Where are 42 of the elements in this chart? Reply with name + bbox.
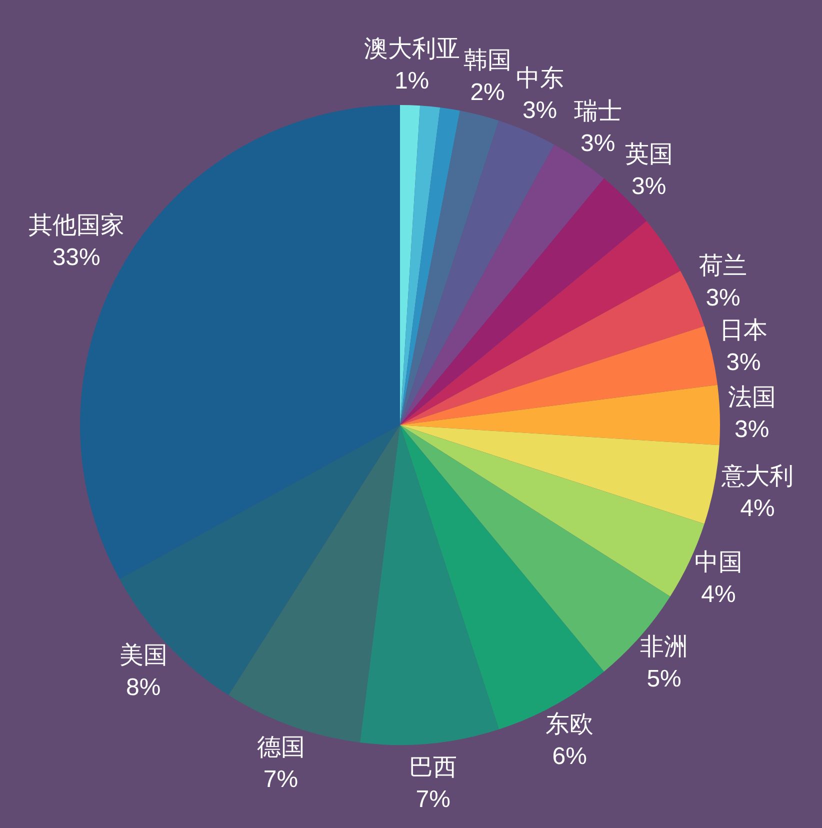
- pie-slice: [120, 425, 400, 696]
- slice-label: 日本: [720, 316, 768, 344]
- data-label: 8%: [126, 674, 161, 701]
- slice-label: 韩国: [464, 46, 512, 74]
- pie-slice: [400, 106, 440, 425]
- slice-label: 巴西: [409, 754, 458, 781]
- slice-label: 英国: [624, 140, 673, 168]
- data-label: 1%: [394, 68, 430, 95]
- slice-label: 中国: [694, 548, 742, 576]
- pie-slice: [360, 425, 499, 745]
- data-label: 3%: [632, 172, 666, 200]
- slice-label: 瑞士: [574, 98, 622, 125]
- data-label: 7%: [416, 786, 450, 813]
- slice-label: 澳大利亚: [364, 36, 460, 63]
- pie-slice: [400, 384, 720, 446]
- data-label: 3%: [726, 348, 761, 376]
- slice-label: 美国: [119, 642, 168, 669]
- data-label: 5%: [646, 666, 682, 693]
- data-label: 3%: [706, 284, 740, 312]
- data-label: 4%: [740, 494, 775, 522]
- pie-slice: [400, 425, 720, 524]
- data-label: 3%: [734, 416, 770, 444]
- pie-slice: [400, 108, 460, 425]
- pie-slice: [400, 221, 680, 425]
- data-label: 33%: [52, 244, 100, 272]
- data-label: 4%: [701, 580, 736, 608]
- slice-label: 中东: [516, 65, 564, 92]
- pie-slice: [400, 120, 554, 425]
- slice-label: 非洲: [640, 634, 688, 661]
- data-label: 6%: [552, 742, 587, 770]
- slice-label: 意大利: [720, 462, 794, 490]
- slice-label: 荷兰: [699, 252, 748, 280]
- data-label: 2%: [470, 78, 505, 106]
- pie-slice: [400, 326, 718, 425]
- pie-slice: [400, 110, 499, 425]
- slice-label: 其他国家: [28, 212, 124, 240]
- slice-label: 东欧: [546, 710, 594, 738]
- data-label: 7%: [263, 766, 298, 794]
- data-label: 3%: [580, 130, 616, 157]
- slice-label: 法国: [728, 384, 776, 412]
- data-label: 3%: [522, 97, 558, 124]
- slice-label: 德国: [256, 734, 305, 762]
